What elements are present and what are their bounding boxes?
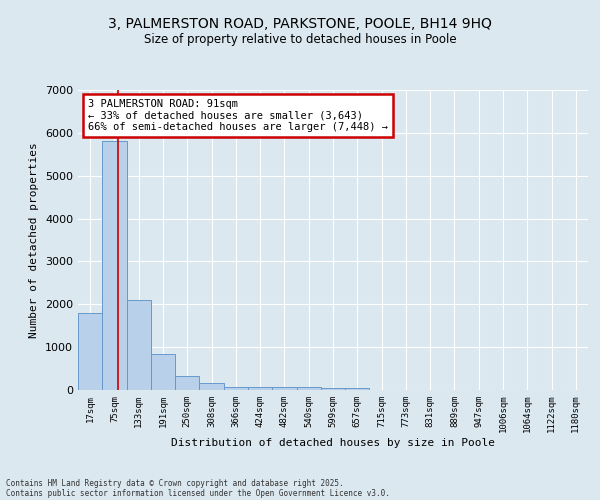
Bar <box>248 386 272 390</box>
Y-axis label: Number of detached properties: Number of detached properties <box>29 142 40 338</box>
Bar <box>321 388 345 390</box>
Text: 3 PALMERSTON ROAD: 91sqm
← 33% of detached houses are smaller (3,643)
66% of sem: 3 PALMERSTON ROAD: 91sqm ← 33% of detach… <box>88 99 388 132</box>
Bar <box>151 354 175 390</box>
Bar <box>127 300 151 390</box>
X-axis label: Distribution of detached houses by size in Poole: Distribution of detached houses by size … <box>171 438 495 448</box>
Bar <box>175 376 199 390</box>
Bar <box>102 140 127 390</box>
Text: Contains public sector information licensed under the Open Government Licence v3: Contains public sector information licen… <box>6 488 390 498</box>
Text: 3, PALMERSTON ROAD, PARKSTONE, POOLE, BH14 9HQ: 3, PALMERSTON ROAD, PARKSTONE, POOLE, BH… <box>108 18 492 32</box>
Bar <box>296 388 321 390</box>
Bar <box>345 388 370 390</box>
Text: Size of property relative to detached houses in Poole: Size of property relative to detached ho… <box>143 32 457 46</box>
Bar <box>78 313 102 390</box>
Bar <box>272 388 296 390</box>
Bar <box>224 386 248 390</box>
Text: Contains HM Land Registry data © Crown copyright and database right 2025.: Contains HM Land Registry data © Crown c… <box>6 478 344 488</box>
Bar <box>199 382 224 390</box>
